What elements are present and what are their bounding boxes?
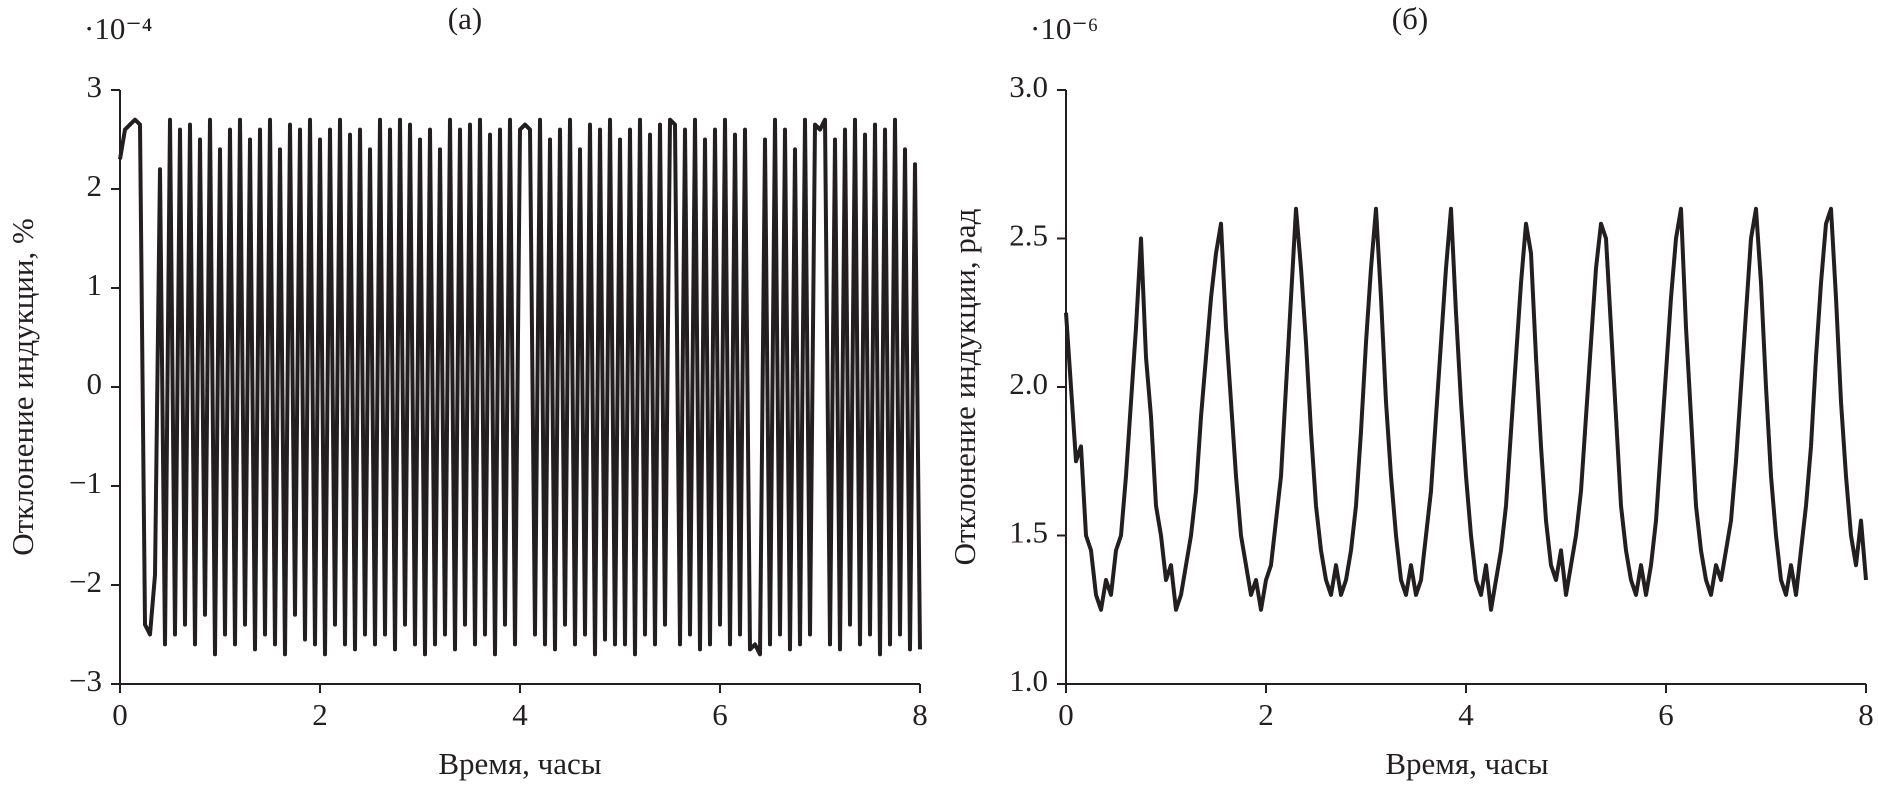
y-tick-label: 2 xyxy=(87,168,103,203)
x-tick-label: 0 xyxy=(1058,697,1074,732)
y-tick-label: 2.5 xyxy=(1009,218,1048,253)
x-tick-label: 4 xyxy=(1458,697,1474,732)
y-tick-label: 3 xyxy=(87,69,103,104)
chart-title: (a) xyxy=(448,1,482,36)
x-tick-label: 0 xyxy=(112,697,128,732)
y-tick-label: 1.5 xyxy=(1009,515,1048,550)
data-line xyxy=(1064,206,1868,612)
data-line xyxy=(118,117,922,657)
y-axis-label: Отклонение индукции, рад xyxy=(947,208,982,565)
x-tick-label: 8 xyxy=(1858,697,1874,732)
x-tick-label: 6 xyxy=(712,697,728,732)
y-tick-label: −2 xyxy=(69,564,102,599)
x-tick-label: 4 xyxy=(512,697,528,732)
x-axis-label: Время, часы xyxy=(438,746,601,781)
x-tick-label: 8 xyxy=(912,697,928,732)
chart-title: (б) xyxy=(1392,1,1428,36)
y-scale-label: ·10⁻⁶ xyxy=(1030,11,1099,46)
y-tick-label: 0 xyxy=(87,366,103,401)
y-axis-label: Отклонение индукции, % xyxy=(5,218,40,556)
x-axis-label: Время, часы xyxy=(1385,746,1548,781)
y-tick-label: 2.0 xyxy=(1009,366,1048,401)
y-tick-label: −1 xyxy=(69,465,102,500)
y-tick-label: 1 xyxy=(87,267,103,302)
x-tick-label: 6 xyxy=(1658,697,1674,732)
y-tick-label: −3 xyxy=(69,663,102,698)
x-tick-label: 2 xyxy=(312,697,328,732)
y-scale-label: ·10⁻⁴ xyxy=(84,11,153,46)
y-tick-label: 3.0 xyxy=(1009,69,1048,104)
y-tick-label: 1.0 xyxy=(1009,663,1048,698)
x-tick-label: 2 xyxy=(1258,697,1274,732)
